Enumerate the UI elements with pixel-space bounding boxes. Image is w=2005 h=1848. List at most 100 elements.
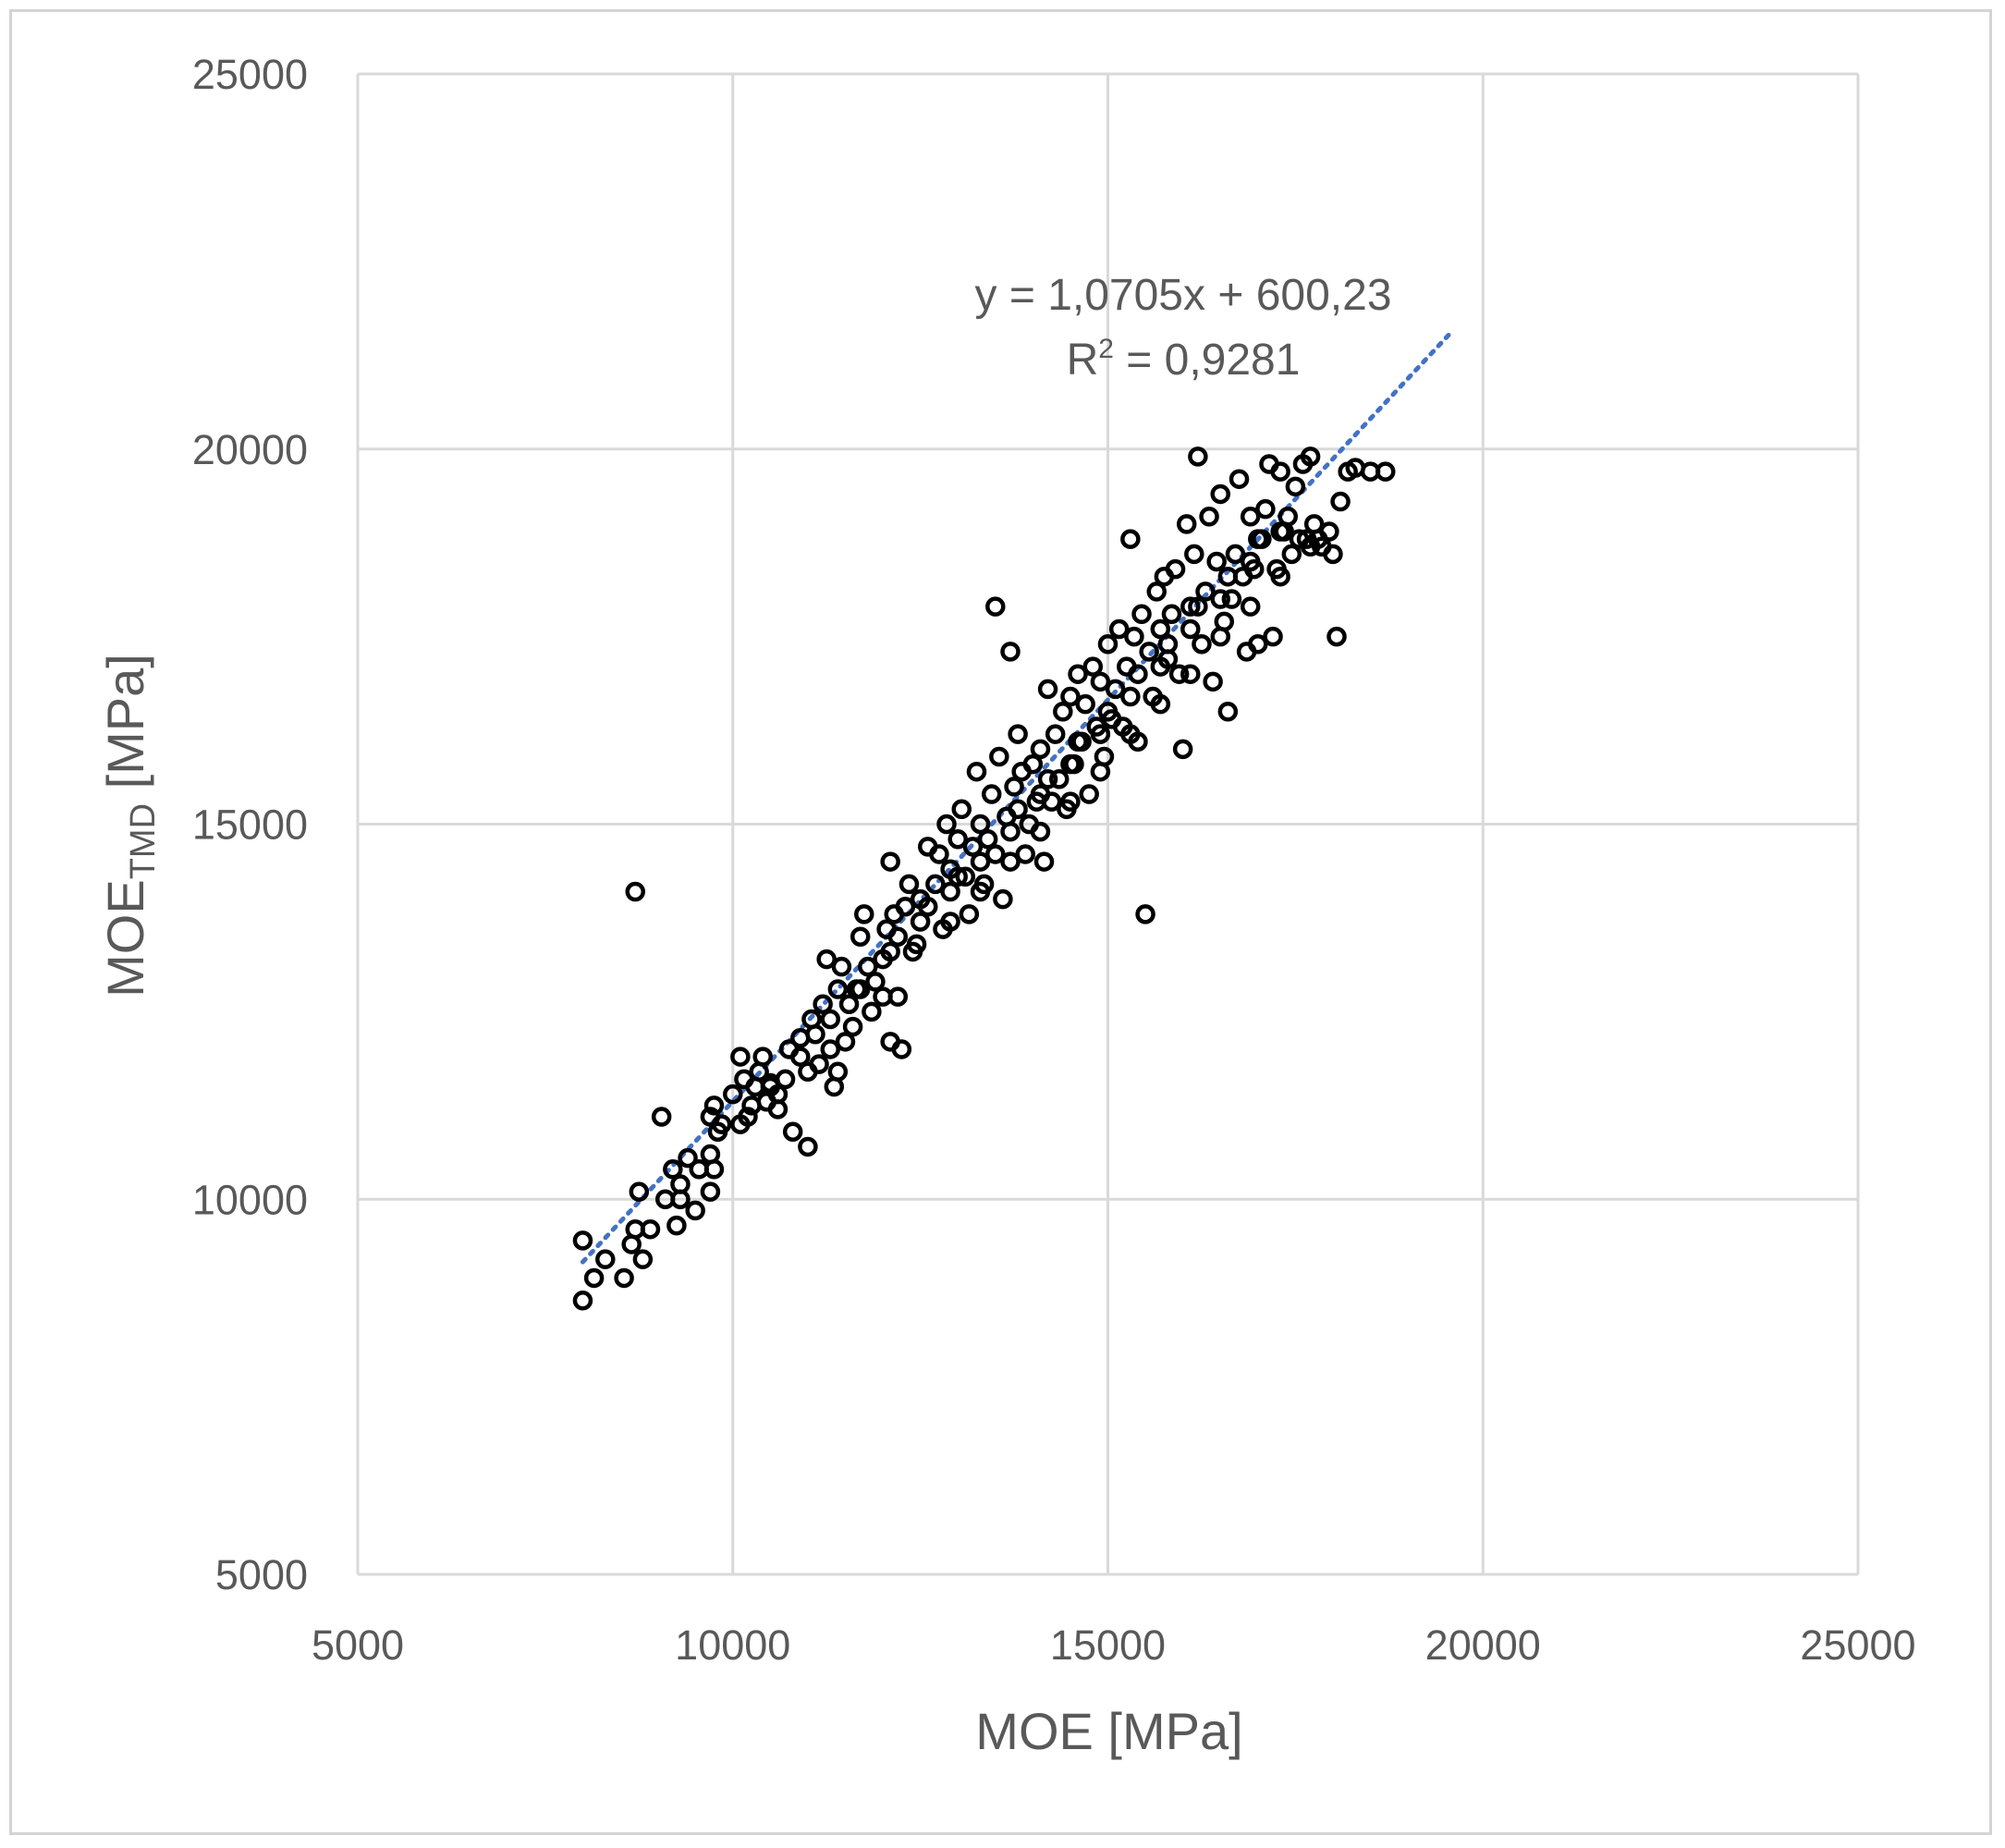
data-point (929, 844, 949, 864)
data-point (816, 948, 837, 970)
x-tick-label: 10000 (675, 1622, 790, 1669)
data-point (1217, 702, 1239, 722)
data-point (809, 1054, 829, 1074)
data-point (1030, 821, 1051, 842)
y-tick-label: 5000 (215, 1551, 308, 1598)
trendline (580, 327, 1456, 1265)
data-point (880, 941, 900, 962)
data-point (1082, 656, 1104, 677)
data-point (651, 1107, 672, 1127)
data-point (1150, 693, 1171, 715)
data-point (977, 828, 998, 850)
data-point (805, 1023, 825, 1045)
y-axis-title-main: MOE (96, 879, 154, 997)
data-point (1229, 469, 1250, 489)
data-point (1300, 447, 1321, 467)
data-point (1263, 626, 1283, 647)
data-point (1240, 551, 1261, 572)
data-point (1168, 664, 1190, 684)
data-point (820, 1009, 840, 1030)
data-point (850, 979, 871, 999)
data-point (583, 1267, 605, 1289)
data-point (1172, 739, 1193, 760)
data-point (1004, 777, 1024, 797)
data-point (947, 866, 968, 887)
data-point (895, 897, 916, 917)
data-point (670, 1174, 691, 1194)
y-axis-title: MOETMD [MPa] (96, 654, 163, 997)
chart-frame (9, 9, 1992, 1835)
data-point (955, 866, 976, 887)
data-point (1097, 633, 1119, 655)
data-point (947, 828, 968, 850)
data-point (1157, 633, 1179, 655)
data-point (1068, 731, 1088, 752)
data-point (951, 799, 972, 820)
data-point (862, 1001, 882, 1022)
data-point (1278, 507, 1299, 527)
data-point (959, 904, 980, 924)
data-point (614, 1267, 634, 1289)
data-point (700, 1181, 721, 1202)
data-point (640, 1218, 661, 1240)
data-point (1270, 461, 1290, 482)
data-point (595, 1249, 616, 1269)
data-point (723, 1083, 743, 1105)
data-point (831, 956, 852, 977)
data-point (827, 1061, 849, 1083)
data-point (1053, 702, 1073, 722)
trendline-path (580, 327, 1456, 1265)
data-point (572, 1230, 593, 1251)
data-point (1049, 769, 1070, 789)
data-point (666, 1215, 687, 1236)
r-squared-value: = 0,9281 (1114, 336, 1301, 385)
y-tick-label: 15000 (192, 802, 308, 849)
data-point (873, 986, 893, 1007)
data-point (663, 1159, 683, 1180)
data-point (970, 814, 991, 835)
data-point (838, 994, 860, 1015)
data-point (1022, 753, 1044, 775)
data-point (1300, 536, 1321, 557)
data-point (1139, 642, 1159, 662)
data-point (1090, 671, 1111, 692)
data-point (1248, 633, 1268, 655)
data-point (629, 1181, 650, 1202)
data-point (910, 912, 931, 932)
data-point (865, 972, 886, 992)
data-point (685, 1200, 705, 1221)
data-point (625, 881, 646, 902)
data-point (854, 904, 874, 924)
data-point (707, 1121, 728, 1142)
x-tick-label: 5000 (312, 1622, 404, 1669)
grid (356, 72, 1860, 1576)
data-point (1135, 904, 1155, 924)
data-point (835, 1032, 856, 1052)
x-tick-label: 20000 (1425, 1622, 1541, 1669)
data-point (1281, 544, 1302, 565)
data-point (1037, 679, 1058, 700)
data-point (850, 926, 871, 947)
data-point (1285, 476, 1306, 497)
data-point (1105, 679, 1126, 700)
data-point (1210, 589, 1230, 609)
data-point (767, 1099, 789, 1120)
data-point (1097, 702, 1119, 722)
data-point (1180, 664, 1201, 684)
data-point (1199, 507, 1219, 527)
data-point (1270, 566, 1290, 587)
x-tick-label: 15000 (1050, 1622, 1166, 1669)
y-axis-title-subscript: TMD (124, 803, 163, 879)
data-point (1060, 791, 1081, 812)
data-point (1270, 521, 1290, 542)
data-point (880, 851, 900, 872)
y-axis-title-unit: [MPa] (96, 654, 154, 803)
r-squared-label: R2 = 0,9281 (1067, 334, 1301, 385)
data-point (1180, 596, 1201, 617)
data-point (940, 912, 960, 932)
data-point (1131, 604, 1152, 625)
data-point (1108, 618, 1130, 640)
data-point (1090, 724, 1111, 744)
data-point (989, 746, 1009, 767)
data-point (1120, 686, 1141, 707)
